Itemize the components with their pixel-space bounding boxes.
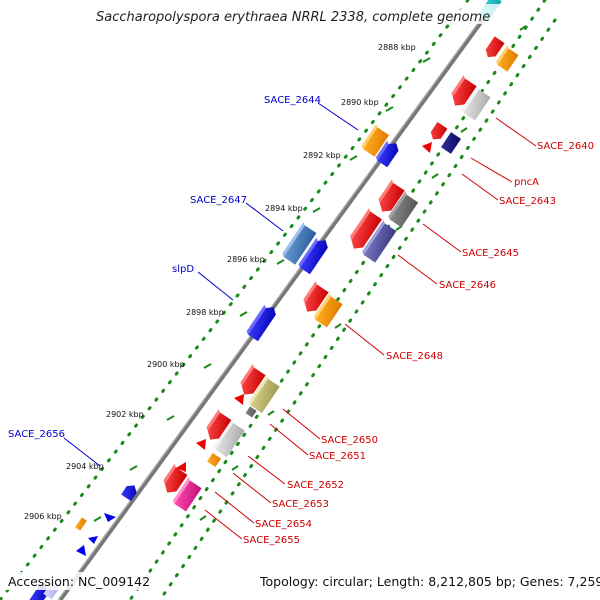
tick-label: 2898 kbp — [186, 308, 224, 317]
gene-label[interactable]: SACE_2652 — [287, 480, 344, 491]
tick-label: 2900 kbp — [147, 360, 185, 369]
tick-labels: 2888 kbp 2890 kbp 2892 kbp 2894 kbp 2896… — [24, 43, 416, 521]
gene-feature[interactable] — [375, 138, 401, 168]
gene-feature[interactable] — [281, 221, 317, 265]
gene-feature[interactable] — [387, 191, 419, 228]
gene-feature[interactable] — [313, 293, 344, 328]
gene-label[interactable]: SACE_2643 — [499, 196, 556, 207]
reverse-strand-dotted-ring — [158, 18, 557, 600]
footer-right-backdrop — [256, 572, 596, 590]
accession-text: Accession: NC_009142 — [8, 574, 150, 589]
gene-feature[interactable] — [297, 235, 330, 275]
gene-label[interactable]: SACE_2650 — [321, 435, 378, 446]
gene-feature[interactable] — [299, 281, 330, 315]
genome-backbone — [57, 0, 499, 600]
gene-feature[interactable] — [207, 453, 221, 467]
gene-label[interactable]: SACE_2655 — [243, 535, 300, 546]
gene-feature[interactable] — [245, 302, 278, 342]
gene-feature[interactable] — [236, 364, 267, 398]
title-backdrop — [90, 4, 510, 24]
tick-label: 2890 kbp — [341, 98, 379, 107]
forward-strand-genes — [29, 0, 502, 600]
gene-feature[interactable] — [104, 513, 116, 522]
tick-label: 2906 kbp — [24, 512, 62, 521]
footer-left-backdrop — [4, 572, 146, 590]
gene-label[interactable]: SACE_2653 — [272, 499, 329, 510]
gene-feature[interactable] — [461, 86, 492, 121]
gene-label[interactable]: SACE_2647 — [190, 195, 247, 206]
reverse-label-leaders — [204, 117, 537, 540]
gene-feature[interactable] — [121, 482, 139, 502]
gene-label[interactable]: slpD — [172, 264, 194, 275]
gene-label[interactable]: SACE_2648 — [386, 351, 443, 362]
tick-label: 2894 kbp — [265, 204, 303, 213]
tick-label: 2896 kbp — [227, 255, 265, 264]
gene-feature[interactable] — [361, 219, 397, 263]
tick-label: 2904 kbp — [66, 462, 104, 471]
reverse-gene-labels: SACE_2640 pncA SACE_2643 SACE_2645 SACE_… — [243, 141, 594, 546]
tick-label: 2902 kbp — [106, 410, 144, 419]
topology-text: Topology: circular; Length: 8,212,805 bp… — [259, 574, 600, 589]
gene-label[interactable]: SACE_2654 — [255, 519, 312, 530]
gene-feature[interactable] — [374, 179, 406, 215]
gene-label[interactable]: SACE_2646 — [439, 280, 496, 291]
gene-feature[interactable] — [202, 409, 233, 443]
gene-feature[interactable] — [213, 419, 246, 458]
gene-feature[interactable] — [248, 375, 281, 414]
gene-feature[interactable] — [245, 406, 257, 418]
gene-label[interactable]: pncA — [514, 177, 539, 188]
gene-feature[interactable] — [76, 545, 86, 556]
map-title: Saccharopolyspora erythraea NRRL 2338, c… — [96, 10, 490, 25]
gene-feature[interactable] — [495, 45, 520, 72]
gene-label[interactable]: SACE_2645 — [462, 248, 519, 259]
gene-feature[interactable] — [360, 123, 390, 157]
gene-feature[interactable] — [159, 463, 189, 497]
forward-gene-labels: SACE_2644 SACE_2647 slpD SACE_2656 — [8, 95, 321, 440]
tick-dotted-ring — [0, 0, 470, 600]
gene-feature[interactable] — [483, 36, 505, 60]
gene-feature[interactable] — [346, 208, 384, 252]
gene-label[interactable]: SACE_2651 — [309, 451, 366, 462]
gene-label[interactable]: SACE_2640 — [537, 141, 594, 152]
gene-feature[interactable] — [172, 477, 203, 512]
forward-label-leaders — [63, 102, 359, 467]
gene-feature[interactable] — [447, 75, 478, 109]
gene-feature[interactable] — [88, 536, 98, 544]
reverse-strand-genes — [159, 36, 520, 512]
tick-label: 2892 kbp — [303, 151, 341, 160]
gene-feature[interactable] — [428, 122, 448, 143]
gene-feature[interactable] — [196, 439, 206, 450]
gene-feature[interactable] — [176, 462, 186, 472]
gene-feature[interactable] — [75, 517, 87, 531]
gene-feature[interactable] — [234, 394, 244, 405]
gene-label[interactable]: SACE_2656 — [8, 429, 65, 440]
gene-feature[interactable] — [422, 142, 432, 153]
forward-strand-dotted-ring — [128, 0, 547, 600]
gene-label[interactable]: SACE_2644 — [264, 95, 321, 106]
gene-feature[interactable] — [440, 132, 462, 154]
tick-label: 2888 kbp — [378, 43, 416, 52]
